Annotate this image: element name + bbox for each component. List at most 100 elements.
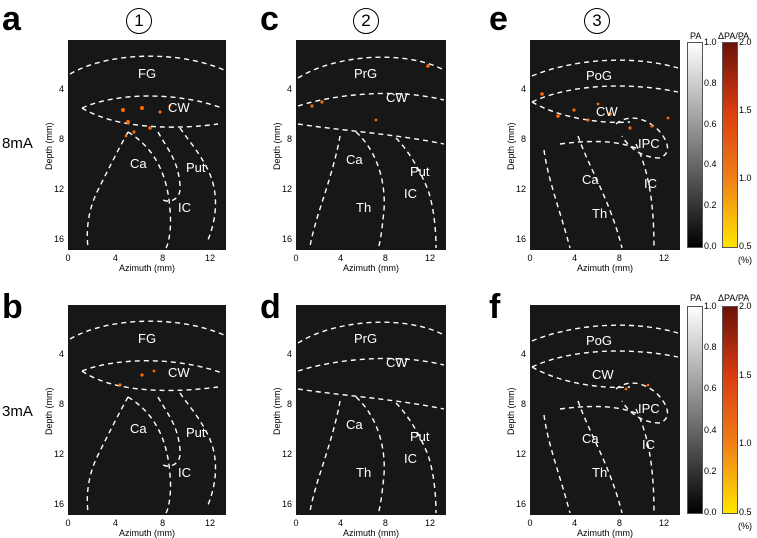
- y-tick-label: 8: [286, 134, 292, 144]
- image-panel-b: FG CW Ca Put IC: [68, 305, 226, 515]
- dpa-colorbar-tick: 1.5: [739, 105, 752, 115]
- y-tick-label: 16: [53, 234, 64, 244]
- panel-letter-e: e: [489, 0, 508, 38]
- y-tick-label: 8: [520, 134, 526, 144]
- x-tick-label: 8: [160, 253, 166, 263]
- region-label-prg: PrG: [354, 331, 378, 346]
- region-label-ic: IC: [644, 176, 657, 191]
- region-label-prg: PrG: [354, 66, 378, 81]
- region-label-pog: PoG: [586, 68, 613, 83]
- x-tick-label: 8: [382, 518, 388, 528]
- region-label-ca: Ca: [130, 421, 147, 436]
- region-label-cw: CW: [386, 90, 408, 105]
- pa-colorbar-tick: 0.8: [704, 342, 717, 353]
- boundary-overlay: [69, 320, 225, 514]
- x-tick-label: 4: [112, 518, 118, 528]
- y-tick-label: 4: [520, 349, 526, 359]
- pa-colorbar-title: PA: [690, 293, 702, 303]
- region-label-ic: IC: [404, 451, 417, 466]
- region-label-fg: FG: [138, 66, 157, 81]
- x-axis-label: Azimuth (mm): [119, 528, 175, 538]
- image-panel-e: PoG CW IPC Ca IC Th: [530, 40, 680, 250]
- x-tick-label: 0: [293, 518, 299, 528]
- column-1-label: 1: [126, 8, 152, 34]
- region-label-ic: IC: [178, 200, 191, 215]
- pa-colorbar: [687, 306, 703, 514]
- y-tick-label: 4: [286, 349, 292, 359]
- y-tick-label: 12: [515, 449, 526, 459]
- x-tick-label: 12: [424, 518, 435, 528]
- pa-colorbar-tick: 0.0: [704, 507, 717, 517]
- region-label-ipc: IPC: [638, 401, 660, 416]
- region-label-th: Th: [592, 465, 608, 480]
- region-label-ca: Ca: [346, 417, 363, 432]
- y-tick-label: 4: [58, 349, 64, 359]
- region-label-put: Put: [410, 429, 430, 444]
- dpa-colorbar-tick: 2.0: [739, 301, 752, 311]
- region-label-th: Th: [356, 465, 372, 480]
- dpa-colorbar-tick: 0.5: [739, 241, 752, 251]
- y-tick-label: 12: [53, 449, 64, 459]
- region-label-ic: IC: [404, 186, 417, 201]
- dpa-colorbar-unit: (%): [738, 255, 752, 265]
- x-tick-label: 4: [572, 518, 578, 528]
- x-tick-label: 4: [338, 253, 344, 263]
- dpa-colorbar-tick: 1.5: [739, 369, 752, 380]
- region-label-cw: CW: [386, 355, 408, 370]
- region-label-th: Th: [592, 206, 608, 221]
- image-panel-f: PoG CW IPC Ca IC Th: [530, 305, 680, 515]
- dpa-colorbar-title: ΔPA/PA: [718, 293, 750, 303]
- region-label-ca: Ca: [346, 152, 363, 167]
- panel-letter-b: b: [2, 288, 23, 326]
- y-tick-label: 16: [515, 499, 526, 509]
- y-tick-label: 4: [286, 84, 292, 94]
- x-tick-label: 0: [527, 253, 533, 263]
- y-axis-label: Depth (mm): [506, 122, 516, 170]
- region-label-cw: CW: [592, 367, 614, 382]
- y-tick-label: 8: [520, 399, 526, 409]
- image-panel-d: PrG CW Ca Put IC Th: [296, 305, 446, 515]
- column-2-label: 2: [353, 8, 379, 34]
- y-axis-label: Depth (mm): [272, 122, 282, 170]
- region-label-ca: Ca: [130, 156, 147, 171]
- x-tick-label: 8: [382, 253, 388, 263]
- column-3-label: 3: [584, 8, 610, 34]
- x-axis-label: Azimuth (mm): [119, 263, 175, 273]
- boundary-overlay: [297, 321, 445, 514]
- dpa-colorbar-tick: 1.0: [739, 173, 752, 183]
- dpa-colorbar: [722, 306, 738, 514]
- x-tick-label: 4: [572, 253, 578, 263]
- x-axis-label: Azimuth (mm): [577, 263, 633, 273]
- pa-colorbar-tick: 0.4: [704, 424, 717, 435]
- region-label-put: Put: [410, 164, 430, 179]
- y-tick-label: 12: [515, 184, 526, 194]
- pa-colorbar: [687, 42, 703, 248]
- x-tick-label: 8: [160, 518, 166, 528]
- pa-colorbar-tick: 1.0: [704, 301, 717, 311]
- y-tick-label: 4: [58, 84, 64, 94]
- dpa-colorbar: [722, 42, 738, 248]
- panel-letter-a: a: [2, 0, 21, 38]
- y-tick-label: 8: [286, 399, 292, 409]
- x-tick-label: 12: [658, 518, 669, 528]
- y-tick-label: 12: [53, 184, 64, 194]
- region-label-ic: IC: [642, 437, 655, 452]
- dpa-colorbar-tick: 2.0: [739, 37, 752, 47]
- x-tick-label: 4: [112, 253, 118, 263]
- x-tick-label: 4: [338, 518, 344, 528]
- dpa-colorbar-tick: 0.5: [739, 507, 752, 517]
- x-tick-label: 8: [616, 518, 622, 528]
- y-tick-label: 12: [281, 449, 292, 459]
- y-tick-label: 16: [281, 499, 292, 509]
- pa-colorbar-tick: 0.2: [704, 200, 717, 211]
- x-tick-label: 12: [424, 253, 435, 263]
- region-label-fg: FG: [138, 331, 157, 346]
- y-tick-label: 16: [515, 234, 526, 244]
- boundary-overlay: [531, 59, 679, 249]
- y-axis-label: Depth (mm): [44, 122, 54, 170]
- y-axis-label: Depth (mm): [506, 387, 516, 435]
- region-label-th: Th: [356, 200, 372, 215]
- panel-letter-d: d: [260, 288, 281, 326]
- boundary-overlay: [69, 55, 225, 249]
- panel-letter-c: c: [260, 0, 279, 38]
